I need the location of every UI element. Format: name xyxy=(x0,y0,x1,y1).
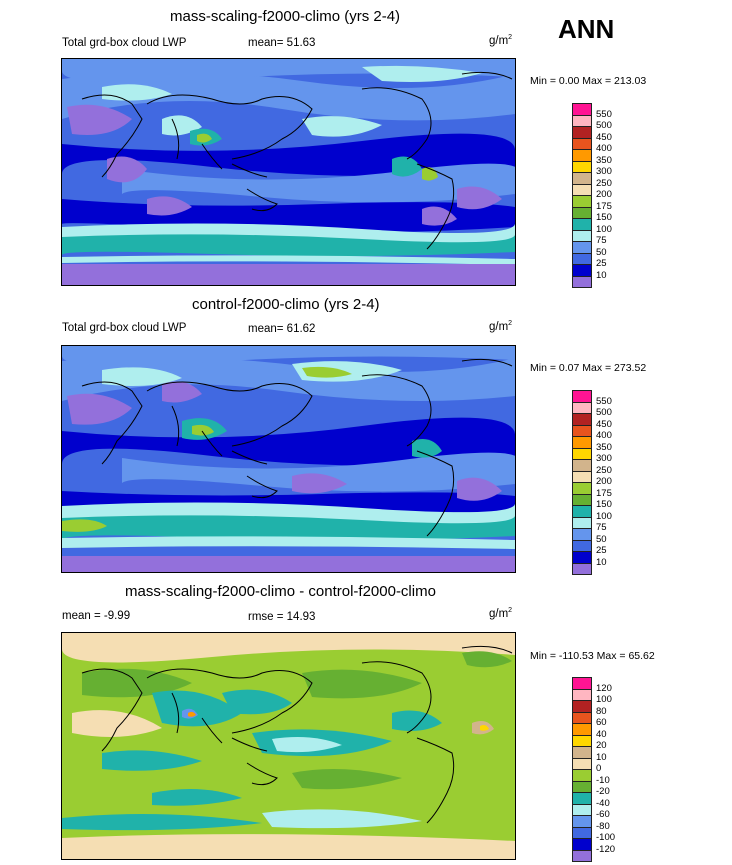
colorbar-tick-label: -80 xyxy=(596,820,610,832)
colorbar-tick-label: 500 xyxy=(596,120,612,131)
colorbar-tick-label: 150 xyxy=(596,499,612,510)
colorbar-tick-label: -40 xyxy=(596,797,610,809)
panel-1-map xyxy=(61,58,516,286)
colorbar-tick-label: 50 xyxy=(596,533,607,545)
colorbar-tick-label: 10 xyxy=(596,269,607,281)
colorbar-tick-label: 350 xyxy=(596,441,612,453)
colorbar-swatch xyxy=(572,275,592,288)
colorbar-tick-label: 400 xyxy=(596,143,612,154)
colorbar-tick-label: 400 xyxy=(596,430,612,441)
panel-3-map xyxy=(61,632,516,860)
colorbar-tick-label: 20 xyxy=(596,740,607,751)
colorbar-tick-label: 250 xyxy=(596,177,612,189)
colorbar-swatch xyxy=(572,562,592,575)
colorbar-tick-label: 200 xyxy=(596,189,612,200)
colorbar-tick-label: 0 xyxy=(596,763,602,774)
colorbar-tick-label: 175 xyxy=(596,200,612,212)
colorbar-tick-label: 250 xyxy=(596,464,612,476)
panel-3-units: g/m2 xyxy=(489,607,513,620)
colorbar-tick-label: 10 xyxy=(596,556,607,568)
colorbar-tick-label: 450 xyxy=(596,418,612,430)
colorbar-tick-label: 550 xyxy=(596,395,612,407)
colorbar-tick-label: 550 xyxy=(596,108,612,120)
colorbar-tick-label: -20 xyxy=(596,786,610,797)
panel-1-mean-label: mean= 51.63 xyxy=(248,37,316,49)
panel-3-mean-label: mean = -9.99 xyxy=(62,610,131,622)
panel-2-mean-label: mean= 61.62 xyxy=(248,323,316,335)
colorbar-tick-label: 50 xyxy=(596,246,607,258)
panel-2-units: g/m2 xyxy=(489,320,513,333)
colorbar-swatch xyxy=(572,849,592,862)
colorbar-tick-label: -60 xyxy=(596,809,610,820)
colorbar-tick-label: 100 xyxy=(596,510,612,522)
colorbar-tick-label: 300 xyxy=(596,166,612,177)
colorbar-tick-label: -120 xyxy=(596,843,616,855)
panel-2-variable-label: Total grd-box cloud LWP xyxy=(62,322,187,334)
panel-2-title: control-f2000-climo (yrs 2-4) xyxy=(192,296,380,313)
colorbar-tick-label: 150 xyxy=(596,212,612,223)
colorbar-tick-label: 175 xyxy=(596,487,612,499)
panel-3-rmse-label: rmse = 14.93 xyxy=(248,611,316,623)
colorbar-tick-label: 40 xyxy=(596,728,607,740)
colorbar-tick-label: 10 xyxy=(596,751,607,763)
colorbar-tick-label: 200 xyxy=(596,476,612,487)
colorbar-tick-label: 75 xyxy=(596,235,607,246)
colorbar-tick-label: 120 xyxy=(596,682,612,694)
colorbar-tick-label: -100 xyxy=(596,832,616,843)
colorbar-tick-label: 80 xyxy=(596,705,607,717)
panel-1-minmax: Min = 0.00 Max = 213.03 xyxy=(530,75,647,87)
panel-2-map xyxy=(61,345,516,573)
panel-3-minmax: Min = -110.53 Max = 65.62 xyxy=(530,650,655,662)
colorbar-tick-label: 25 xyxy=(596,258,607,269)
colorbar-tick-label: 100 xyxy=(596,223,612,235)
colorbar-tick-label: 100 xyxy=(596,694,612,705)
panel-1-units: g/m2 xyxy=(489,34,513,47)
colorbar-tick-label: 450 xyxy=(596,131,612,143)
colorbar-tick-label: 60 xyxy=(596,717,607,728)
panel-1-title: mass-scaling-f2000-climo (yrs 2-4) xyxy=(170,8,401,25)
panel-1-variable-label: Total grd-box cloud LWP xyxy=(62,37,187,49)
colorbar-tick-label: -10 xyxy=(596,774,610,786)
colorbar-tick-label: 350 xyxy=(596,154,612,166)
colorbar-tick-label: 25 xyxy=(596,545,607,556)
colorbar-tick-label: 500 xyxy=(596,407,612,418)
season-label: ANN xyxy=(558,14,615,44)
panel-3-title: mass-scaling-f2000-climo - control-f2000… xyxy=(125,583,436,600)
colorbar-tick-label: 300 xyxy=(596,453,612,464)
colorbar-tick-label: 75 xyxy=(596,522,607,533)
panel-2-minmax: Min = 0.07 Max = 273.52 xyxy=(530,362,647,374)
